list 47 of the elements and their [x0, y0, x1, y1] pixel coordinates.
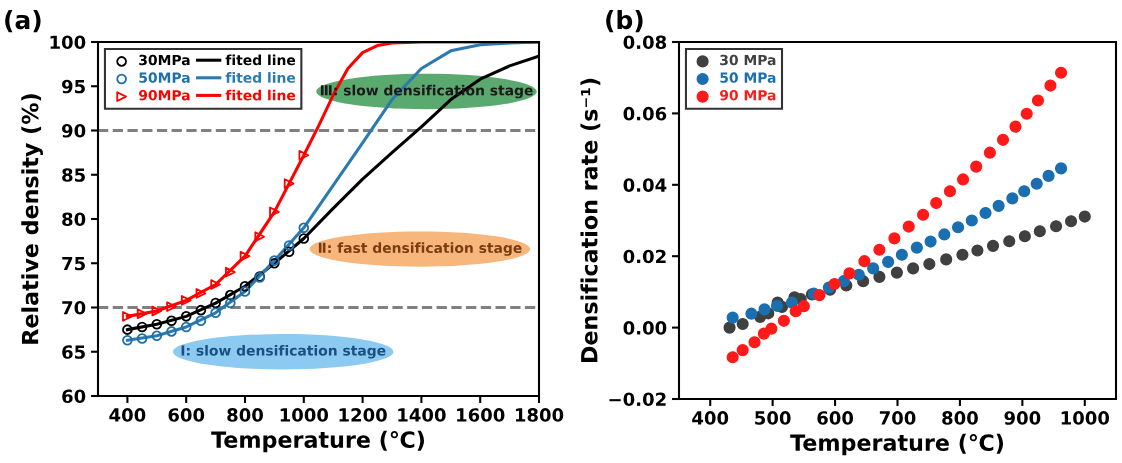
y-tick-label: 0.08: [623, 35, 667, 50]
y-tick-label: 70: [62, 300, 86, 315]
x-tick-label: 700: [879, 411, 916, 425]
y-tick-label: 85: [62, 168, 85, 182]
y-tick-label: 90: [62, 123, 86, 138]
x-tick-label: 900: [1004, 411, 1041, 425]
x-tick-label: 500: [755, 411, 791, 425]
x-tick-label: 400: [109, 408, 146, 422]
x-tick-label: 600: [168, 408, 205, 422]
annotation: Ⅱ: fast densification stage: [318, 242, 522, 256]
legend-label: 30MPa: [139, 54, 190, 66]
y-tick-label: 0.00: [623, 321, 667, 335]
y-tick-label: 95: [62, 79, 85, 94]
y-tick-label: 0.04: [623, 178, 667, 192]
legend-label: fited line: [225, 54, 296, 66]
x-tick-label: 1600: [457, 408, 505, 422]
y-tick-label: 100: [50, 35, 86, 50]
x-tick-label: 600: [817, 411, 854, 425]
x-axis-title: Temperature (℃): [211, 430, 424, 453]
y-tick-label: 80: [62, 212, 86, 227]
legend-label: fited line: [225, 72, 296, 83]
x-tick-label: 1000: [1061, 411, 1110, 425]
y-tick-label: 75: [62, 256, 85, 271]
y-axis-title: Relative density (%): [21, 94, 43, 344]
chart-title: (a): [5, 9, 41, 33]
y-tick-label: 0.02: [623, 249, 666, 264]
legend-label: 50 MPa: [720, 72, 776, 83]
y-axis-title: Densification rate (s⁻¹): [580, 78, 601, 362]
legend-label: fited line: [225, 89, 296, 101]
y-tick-label: 60: [62, 389, 86, 404]
x-tick-label: 1000: [280, 408, 329, 422]
legend-label: 90 MPa: [720, 89, 776, 101]
x-tick-label: 800: [942, 411, 978, 425]
y-tick-label: −0.02: [609, 392, 666, 407]
y-tick-label: 0.06: [623, 106, 667, 121]
x-tick-label: 1400: [398, 408, 446, 422]
annotation: Ⅰ: slow densification stage: [181, 344, 386, 359]
x-axis-title: Temperature (℃): [790, 433, 1003, 456]
legend-label: 30 MPa: [720, 54, 776, 66]
legend-label: 50MPa: [139, 72, 190, 83]
x-tick-label: 400: [692, 411, 729, 425]
x-tick-label: 1200: [339, 408, 387, 422]
legend-label: 90MPa: [139, 89, 190, 101]
x-tick-label: 800: [227, 408, 263, 422]
chart-title: (b): [606, 9, 643, 33]
y-tick-label: 65: [62, 345, 85, 359]
x-tick-label: 1800: [515, 408, 564, 422]
